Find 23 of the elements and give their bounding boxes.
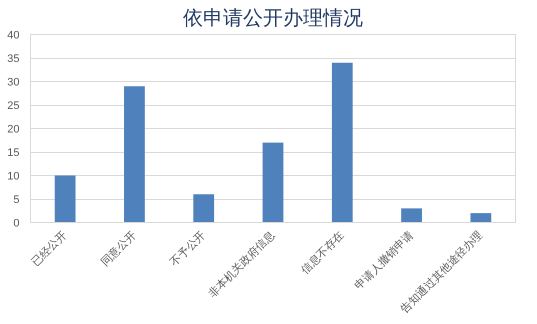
x-tick-label: 不予公开 [168, 229, 208, 269]
y-tick-label: 10 [7, 170, 20, 182]
y-tick-label: 40 [7, 30, 20, 42]
y-tick-label: 25 [7, 100, 20, 112]
y-tick-label: 5 [13, 194, 20, 206]
bar [54, 176, 76, 222]
x-tick-label: 非本机关政府信息 [206, 228, 278, 300]
x-tick-label: 已经公开 [30, 229, 70, 269]
y-tick-label: 0 [13, 218, 20, 230]
bar [332, 62, 353, 222]
bar [401, 208, 422, 222]
x-tick-label: 同意公开 [98, 228, 139, 269]
y-tick-label: 35 [7, 53, 20, 65]
x-tick-label: 信息不存在 [298, 228, 347, 277]
y-tick-label: 30 [7, 76, 20, 88]
bar [262, 142, 284, 222]
chart-title: 依申请公开办理情况 [183, 8, 363, 30]
x-tick-label: 申请人撤销申请 [352, 228, 416, 292]
y-tick-label: 15 [7, 147, 20, 159]
bar [124, 86, 145, 222]
y-tick-label: 20 [7, 124, 20, 136]
bar [193, 194, 214, 222]
bar [470, 213, 492, 222]
